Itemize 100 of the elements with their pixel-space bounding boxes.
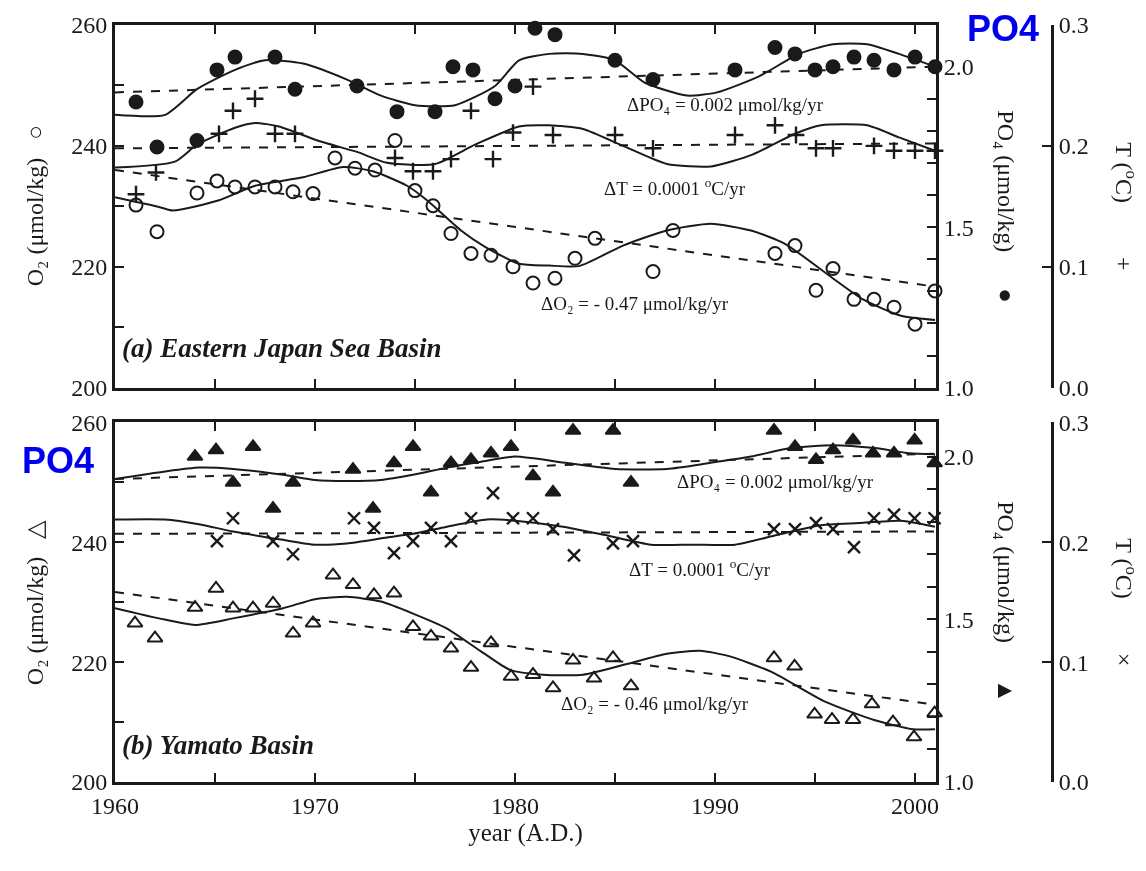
y2-axis-title: PO₄ (μmol/kg) ● bbox=[993, 110, 1020, 303]
point bbox=[846, 291, 862, 307]
point bbox=[327, 150, 343, 166]
point bbox=[149, 224, 165, 240]
point bbox=[305, 186, 321, 202]
point bbox=[787, 521, 803, 537]
point bbox=[503, 122, 523, 143]
point bbox=[483, 247, 499, 263]
y2-tick-label: 2.0 bbox=[943, 54, 974, 81]
point bbox=[886, 299, 902, 315]
point bbox=[905, 729, 923, 742]
point bbox=[487, 91, 503, 107]
y-tick-label: 200 bbox=[71, 375, 108, 401]
point bbox=[786, 125, 806, 145]
y-tick-label: 240 bbox=[71, 529, 108, 556]
point bbox=[403, 161, 423, 181]
point bbox=[425, 198, 441, 214]
point bbox=[407, 183, 423, 199]
point bbox=[927, 283, 943, 299]
point bbox=[128, 94, 144, 110]
y3-tick-label: 0.1 bbox=[1058, 254, 1089, 281]
y2-tick-label: 1.5 bbox=[943, 214, 974, 241]
point bbox=[265, 533, 281, 549]
point bbox=[465, 62, 481, 78]
x-tick-label: 1970 bbox=[291, 792, 339, 819]
point bbox=[925, 141, 945, 161]
y3-tick-label: 0.1 bbox=[1058, 649, 1089, 676]
y-tick-label: 220 bbox=[71, 649, 108, 676]
point bbox=[807, 62, 823, 78]
point bbox=[245, 89, 265, 109]
point bbox=[866, 511, 882, 526]
point bbox=[846, 539, 862, 555]
point bbox=[645, 264, 661, 280]
point bbox=[385, 148, 405, 168]
point bbox=[547, 27, 563, 43]
point bbox=[766, 521, 782, 537]
point bbox=[864, 136, 884, 156]
point bbox=[665, 222, 681, 238]
point bbox=[525, 511, 541, 526]
text: PO4 bbox=[967, 8, 1040, 49]
x-tick-label: 2000 bbox=[891, 792, 939, 819]
annotation: ΔPO₄ = 0.002 μmol/kg/yr bbox=[627, 94, 824, 115]
point bbox=[547, 270, 563, 286]
x-tick-label: 1990 bbox=[691, 792, 739, 819]
point bbox=[207, 442, 225, 455]
point bbox=[227, 49, 243, 65]
point bbox=[207, 580, 225, 593]
point bbox=[209, 533, 225, 549]
y-tick-label: 240 bbox=[71, 133, 108, 160]
point bbox=[443, 226, 459, 241]
point bbox=[866, 52, 882, 68]
point bbox=[463, 511, 479, 526]
point bbox=[422, 628, 440, 641]
point bbox=[544, 484, 562, 497]
point bbox=[365, 587, 383, 600]
point bbox=[209, 173, 225, 189]
point bbox=[927, 511, 942, 526]
point bbox=[545, 521, 561, 537]
point bbox=[225, 511, 241, 526]
point bbox=[265, 124, 285, 144]
point bbox=[404, 439, 422, 452]
y3-tick-label: 0.0 bbox=[1058, 769, 1089, 796]
point bbox=[884, 141, 904, 161]
point bbox=[463, 245, 479, 261]
y2-tick-label: 1.5 bbox=[943, 606, 974, 633]
point bbox=[386, 545, 402, 561]
point bbox=[622, 678, 640, 691]
point bbox=[442, 640, 460, 653]
annotation: (a) Eastern Japan Sea Basin bbox=[122, 333, 442, 363]
point bbox=[404, 619, 422, 632]
point bbox=[366, 520, 382, 536]
point bbox=[285, 184, 301, 200]
point bbox=[823, 138, 843, 158]
point bbox=[767, 39, 783, 55]
point bbox=[223, 101, 243, 121]
annotation: ΔPO₄ = 0.002 μmol/kg/yr bbox=[677, 471, 874, 492]
y2-tick-label: 1.0 bbox=[943, 769, 974, 796]
point bbox=[523, 77, 543, 97]
point bbox=[389, 104, 405, 120]
point bbox=[765, 650, 783, 663]
point bbox=[604, 650, 622, 663]
point bbox=[264, 595, 282, 608]
point bbox=[886, 507, 902, 522]
y2-tick-label: 2.0 bbox=[943, 443, 974, 470]
y3-tick-label: 0.3 bbox=[1058, 409, 1089, 436]
point bbox=[347, 160, 363, 176]
point bbox=[287, 81, 303, 97]
point bbox=[483, 149, 503, 169]
point bbox=[284, 625, 302, 638]
point bbox=[423, 520, 439, 536]
point bbox=[825, 521, 841, 537]
y3-tick-label: 0.3 bbox=[1058, 12, 1089, 39]
point bbox=[926, 705, 944, 718]
point bbox=[189, 185, 205, 201]
annotation: ΔO₂ = - 0.46 μmol/kg/yr bbox=[561, 693, 749, 714]
point bbox=[304, 615, 322, 628]
point bbox=[765, 115, 785, 135]
point bbox=[625, 533, 641, 549]
point bbox=[844, 432, 862, 445]
point bbox=[907, 316, 923, 332]
